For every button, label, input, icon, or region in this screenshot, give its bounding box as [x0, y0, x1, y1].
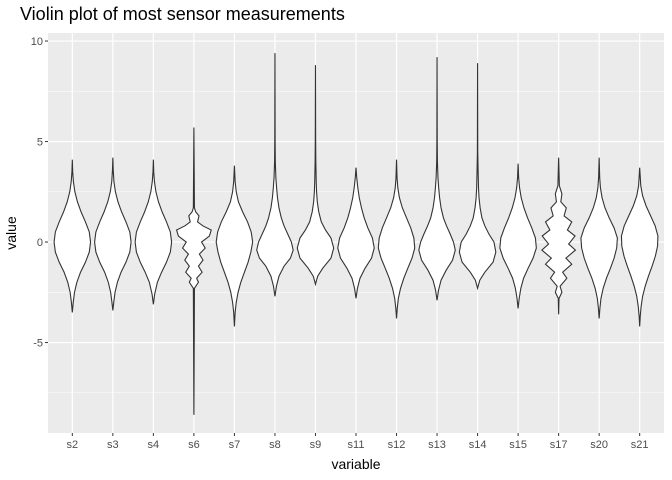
- x-tick-label: s12: [388, 439, 406, 451]
- violin-s17: [541, 157, 577, 315]
- x-tick-label: s20: [590, 439, 608, 451]
- x-axis-title: variable: [331, 456, 380, 472]
- x-tick-label: s9: [310, 439, 322, 451]
- violin-s2: [53, 159, 92, 313]
- x-tick-label: s7: [229, 439, 241, 451]
- x-tick-label: s11: [348, 439, 365, 451]
- x-tick-label: s15: [509, 439, 527, 451]
- violin-s9: [296, 65, 335, 287]
- x-tick-label: s14: [469, 439, 487, 451]
- x-tick-label: s17: [550, 439, 568, 451]
- violins: [53, 53, 659, 415]
- y-axis-title: value: [3, 216, 19, 250]
- violin-s3: [94, 157, 132, 311]
- x-tick-label: s8: [269, 439, 281, 451]
- y-tick-label: 5: [37, 137, 43, 149]
- violin-s11: [337, 167, 375, 299]
- y-axis: -5 0 5 10: [31, 36, 48, 350]
- chart-title: Violin plot of most sensor measurements: [20, 4, 345, 24]
- x-tick-label: s13: [428, 439, 446, 451]
- violin-s7: [215, 165, 254, 327]
- x-tick-label: s6: [188, 439, 200, 451]
- violin-s20: [580, 157, 618, 319]
- x-axis: s2 s3 s4 s6 s7 s8 s9 s11 s12 s13 s14 s15 s17 s20 s21: [67, 433, 649, 451]
- violin-s8: [256, 53, 294, 297]
- violin-s12: [377, 159, 416, 319]
- x-tick-label: s3: [107, 439, 119, 451]
- violin-s14: [458, 63, 497, 291]
- y-tick-label: 0: [37, 237, 43, 249]
- y-tick-label: 10: [31, 36, 43, 48]
- x-tick-label: s4: [148, 439, 160, 451]
- y-tick-label: -5: [33, 338, 43, 350]
- violin-s13: [418, 57, 456, 301]
- violin-s4: [134, 159, 173, 305]
- violin-s15: [499, 163, 537, 309]
- x-tick-label: s2: [67, 439, 79, 451]
- violin-s21: [620, 167, 659, 327]
- violin-s6: [175, 127, 212, 415]
- x-tick-label: s21: [631, 439, 649, 451]
